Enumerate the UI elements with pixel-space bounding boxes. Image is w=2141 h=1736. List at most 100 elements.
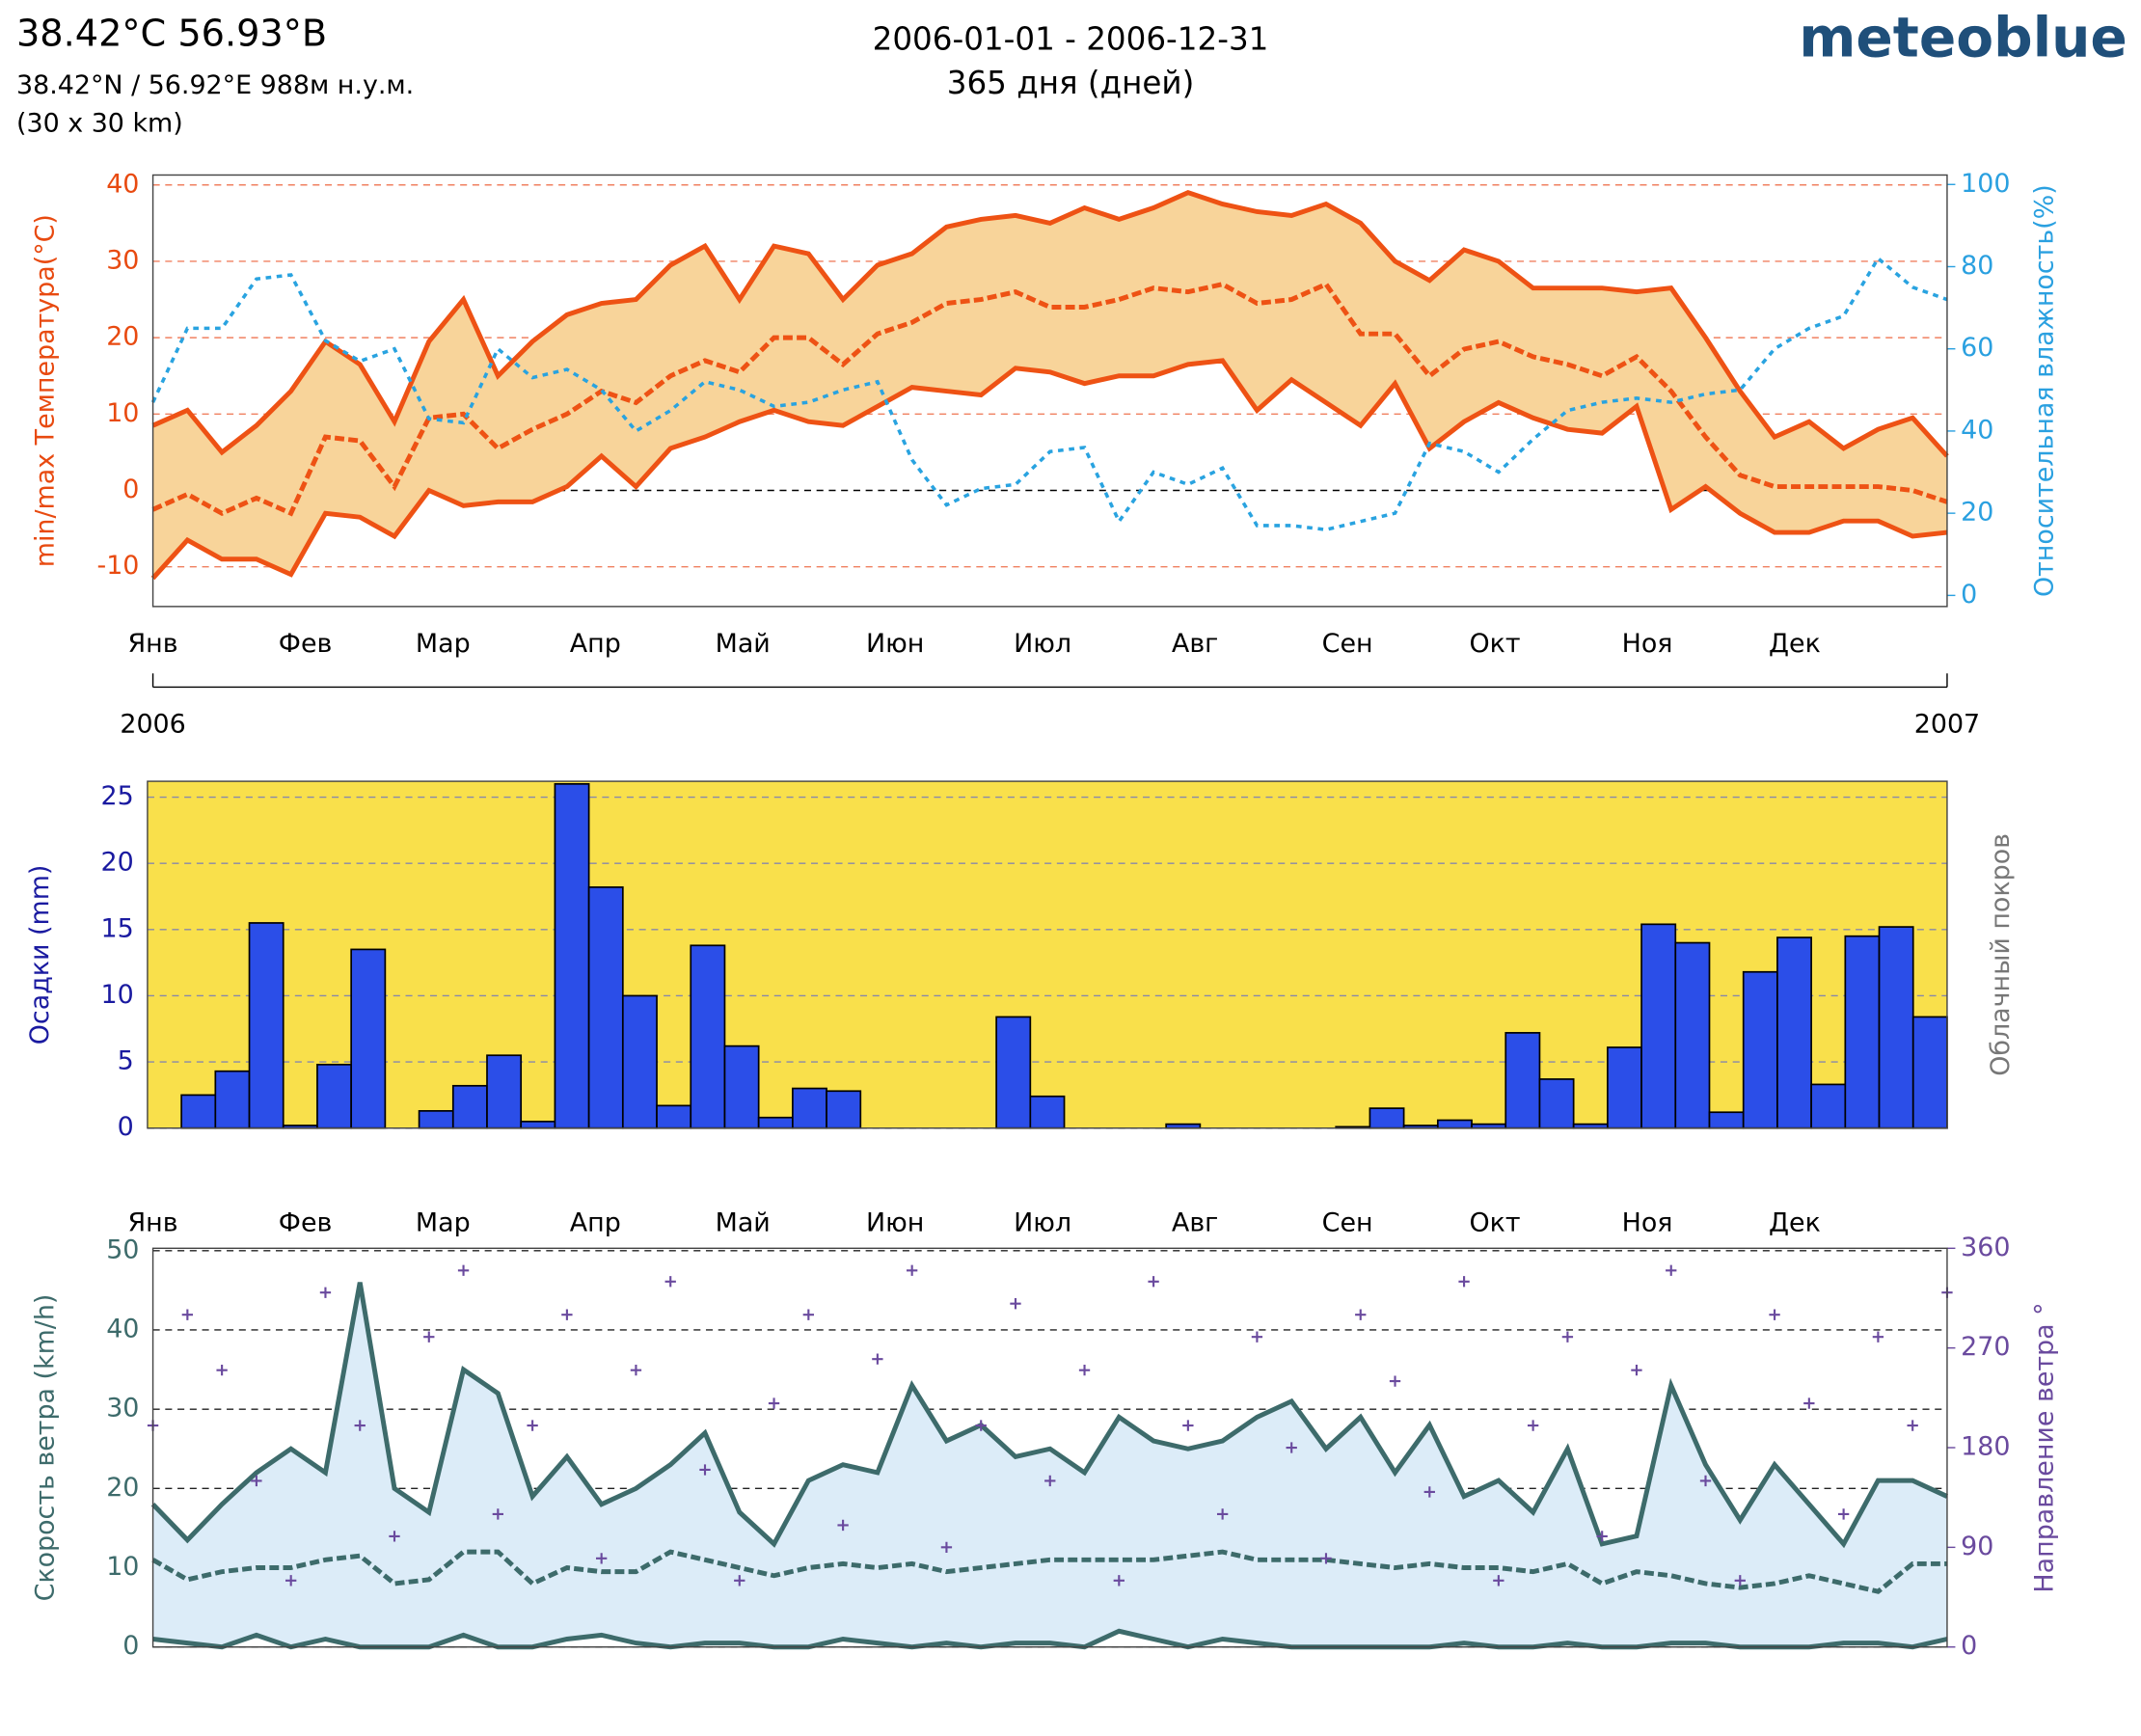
y2-axis-title: Облачный покров bbox=[1986, 833, 2016, 1076]
resolution: (30 x 30 km) bbox=[16, 109, 183, 139]
precip-bar bbox=[1369, 1107, 1405, 1129]
direction-marker bbox=[596, 1553, 608, 1564]
days: 365 дня (дней) bbox=[947, 65, 1195, 101]
y2-tick-label: 40 bbox=[1961, 415, 1993, 445]
series-line bbox=[151, 281, 1948, 517]
x-tick-label: Июл bbox=[1014, 1207, 1071, 1237]
precip-bar bbox=[995, 1016, 1032, 1129]
precip-bar bbox=[587, 886, 624, 1129]
precip-bar bbox=[486, 1054, 523, 1129]
x-tick-label: Мар bbox=[416, 629, 471, 659]
direction-marker bbox=[216, 1364, 228, 1376]
year-label: 2006 bbox=[120, 710, 185, 740]
range-band bbox=[152, 192, 1947, 579]
y-tick-label: 0 bbox=[122, 1631, 139, 1661]
y-axis-title: min/max Температура(°C) bbox=[31, 214, 61, 567]
direction-marker bbox=[1078, 1364, 1091, 1376]
y2-tick-label: 100 bbox=[1961, 169, 2010, 199]
y2-tick-label: 360 bbox=[1961, 1233, 2010, 1262]
y-tick-label: 5 bbox=[118, 1046, 134, 1076]
y2-tick-label: 180 bbox=[1961, 1432, 2010, 1462]
brand: meteoblue bbox=[1799, 6, 2127, 69]
direction-marker bbox=[1389, 1375, 1401, 1387]
direction-marker bbox=[1561, 1331, 1574, 1343]
precip-bar bbox=[690, 944, 726, 1129]
direction-marker bbox=[975, 1420, 987, 1431]
precip-bar bbox=[418, 1110, 454, 1129]
series-line bbox=[150, 1282, 1948, 1549]
y-tick-label: 20 bbox=[106, 1473, 139, 1503]
direction-marker bbox=[1666, 1264, 1677, 1276]
plot-frame bbox=[151, 1247, 1948, 1648]
x-tick-label: Авг bbox=[1172, 1207, 1218, 1237]
plot-frame bbox=[151, 174, 1948, 608]
precip-bar bbox=[180, 1094, 217, 1129]
series-line bbox=[152, 1628, 1948, 1650]
y-tick-label: 10 bbox=[101, 980, 134, 1010]
y2-tick-label: 20 bbox=[1961, 498, 1993, 528]
y2-tick-label: 270 bbox=[1961, 1332, 2010, 1362]
y-tick-label: 50 bbox=[106, 1234, 139, 1264]
y-tick-label: 40 bbox=[106, 1314, 139, 1343]
coordinates: 38.42°N / 56.92°E 988м н.у.м. bbox=[16, 70, 414, 100]
direction-marker bbox=[389, 1531, 400, 1542]
x-tick-label: Май bbox=[716, 1207, 771, 1237]
precip-bar bbox=[656, 1104, 692, 1129]
direction-marker bbox=[837, 1519, 849, 1532]
direction-marker bbox=[1148, 1276, 1159, 1288]
x-tick-label: Сен bbox=[1322, 1207, 1373, 1237]
precip-bar bbox=[1504, 1032, 1541, 1129]
direction-marker bbox=[1527, 1420, 1539, 1431]
y2-tick-label: 80 bbox=[1961, 251, 1993, 281]
direction-marker bbox=[1907, 1420, 1918, 1431]
precip-bar bbox=[1878, 926, 1914, 1129]
direction-marker bbox=[1182, 1420, 1194, 1431]
series-line bbox=[151, 1549, 1947, 1594]
x-tick-label: Авг bbox=[1172, 629, 1218, 659]
direction-marker bbox=[872, 1353, 883, 1365]
precip-bar bbox=[621, 994, 658, 1129]
x-tick-label: Мар bbox=[416, 1207, 471, 1237]
precip-bar bbox=[520, 1121, 556, 1129]
precip-bar bbox=[1844, 935, 1881, 1129]
direction-marker bbox=[906, 1264, 918, 1276]
x-tick-label: Янв bbox=[128, 1207, 178, 1237]
precip-bar bbox=[350, 948, 387, 1129]
year-label: 2007 bbox=[1914, 710, 1980, 740]
direction-marker bbox=[251, 1475, 262, 1487]
x-tick-label: Сен bbox=[1322, 629, 1373, 659]
x-tick-label: Фев bbox=[279, 629, 333, 659]
precip-bar bbox=[1538, 1078, 1575, 1129]
direction-marker bbox=[181, 1309, 194, 1320]
direction-marker bbox=[630, 1364, 642, 1376]
y-tick-label: 30 bbox=[106, 1394, 139, 1424]
direction-marker bbox=[1286, 1442, 1297, 1453]
x-tick-label: Апр bbox=[570, 1207, 621, 1237]
x-tick-label: Ноя bbox=[1622, 629, 1673, 659]
precip-bar bbox=[316, 1063, 353, 1129]
y-tick-label: -10 bbox=[96, 551, 139, 581]
location-title: 38.42°C 56.93°B bbox=[16, 14, 327, 56]
x-tick-label: Июл bbox=[1014, 629, 1071, 659]
direction-marker bbox=[492, 1508, 504, 1520]
direction-marker bbox=[1458, 1276, 1470, 1288]
y-tick-label: 20 bbox=[101, 848, 134, 878]
y-tick-label: 40 bbox=[106, 169, 139, 199]
y2-axis-title: Относительная влажность(%) bbox=[2029, 184, 2059, 597]
direction-marker bbox=[319, 1287, 332, 1298]
direction-marker bbox=[354, 1420, 366, 1431]
direction-marker bbox=[527, 1420, 538, 1431]
period: 2006-01-01 - 2006-12-31 bbox=[873, 21, 1269, 58]
direction-marker bbox=[802, 1309, 814, 1320]
series-line bbox=[150, 358, 1948, 581]
y-tick-label: 0 bbox=[122, 475, 139, 504]
direction-marker bbox=[1113, 1575, 1125, 1587]
direction-marker bbox=[940, 1541, 953, 1554]
direction-marker bbox=[664, 1276, 676, 1288]
y2-tick-label: 0 bbox=[1961, 580, 1977, 610]
x-tick-label: Окт bbox=[1469, 1207, 1520, 1237]
x-tick-label: Окт bbox=[1469, 629, 1520, 659]
y2-tick-label: 90 bbox=[1961, 1532, 1993, 1561]
y-tick-label: 30 bbox=[106, 245, 139, 275]
y-tick-label: 15 bbox=[101, 913, 134, 943]
